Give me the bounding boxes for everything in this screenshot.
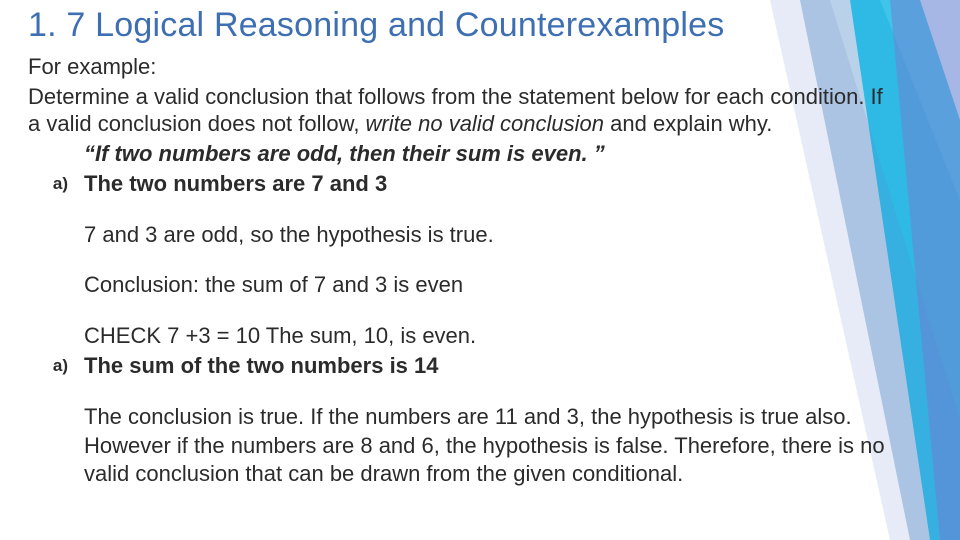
example-b-heading: The sum of the two numbers is 14 xyxy=(84,352,900,381)
example-a-line2: Conclusion: the sum of 7 and 3 is even xyxy=(84,271,900,300)
slide-content: 1. 7 Logical Reasoning and Counterexampl… xyxy=(0,0,960,489)
example-b: a) The sum of the two numbers is 14 xyxy=(28,352,900,381)
example-a-line3: CHECK 7 +3 = 10 The sum, 10, is even. xyxy=(84,322,900,351)
example-a-heading: The two numbers are 7 and 3 xyxy=(84,170,900,199)
slide: 1. 7 Logical Reasoning and Counterexampl… xyxy=(0,0,960,540)
example-b-line1: The conclusion is true. If the numbers a… xyxy=(84,403,900,489)
example-a: a) The two numbers are 7 and 3 xyxy=(28,170,900,199)
list-marker: a) xyxy=(28,170,84,197)
example-a-line1: 7 and 3 are odd, so the hypothesis is tr… xyxy=(84,221,900,250)
instruction-text: Determine a valid conclusion that follow… xyxy=(28,83,900,138)
list-marker: a) xyxy=(28,352,84,379)
conditional-statement: “If two numbers are odd, then their sum … xyxy=(84,140,900,169)
intro-text: For example: xyxy=(28,53,900,81)
slide-title: 1. 7 Logical Reasoning and Counterexampl… xyxy=(28,6,900,45)
